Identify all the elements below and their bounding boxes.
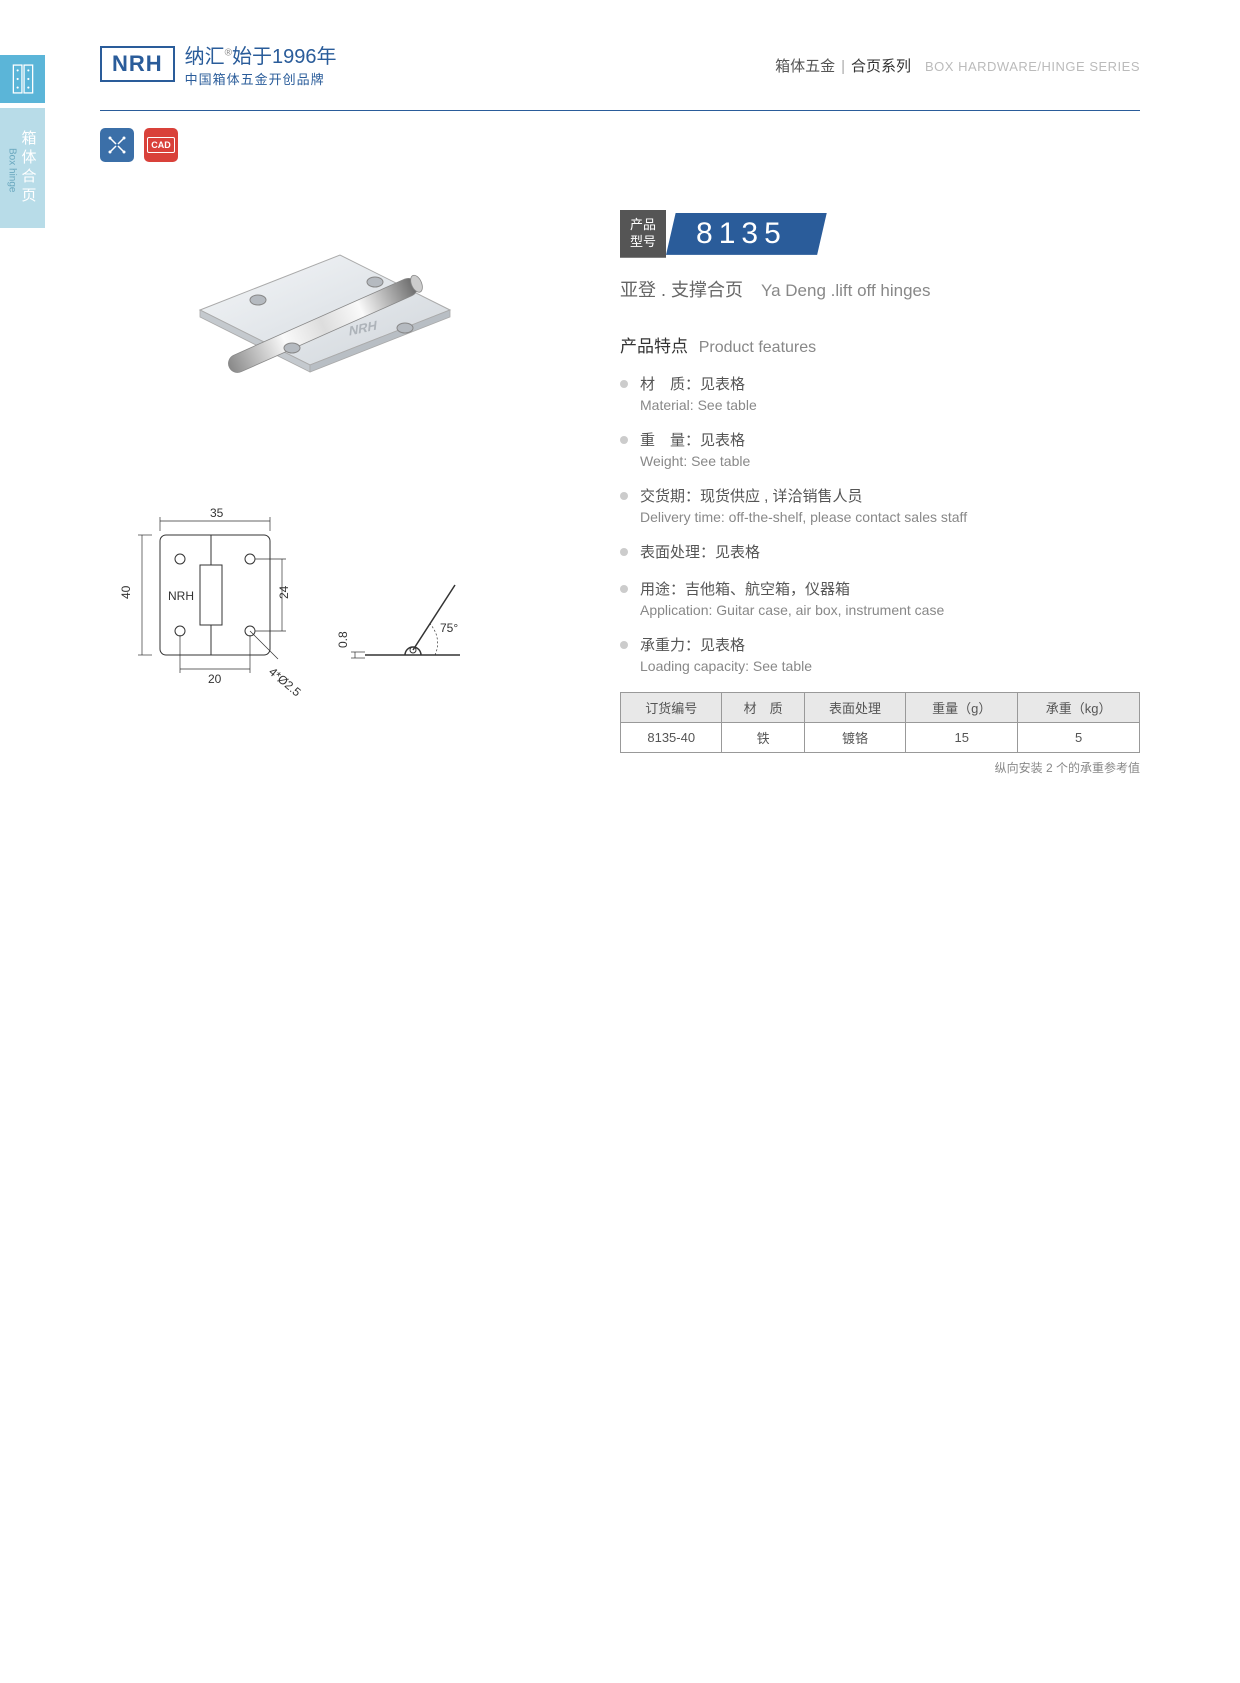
side-category-tab: 箱体合页 Box hinge (0, 108, 45, 228)
header-rule (100, 110, 1140, 111)
tools-icon[interactable] (100, 128, 134, 162)
technical-drawing: NRH 35 40 24 20 4*Ø2.5 (115, 500, 515, 700)
svg-text:0.8: 0.8 (336, 631, 350, 648)
svg-text:35: 35 (210, 506, 224, 520)
svg-text:24: 24 (277, 585, 291, 599)
feature-item: 重 量：见表格Weight: See table (620, 429, 1140, 469)
breadcrumb: 箱体五金|合页系列BOX HARDWARE/HINGE SERIES (775, 55, 1140, 76)
brand-tagline: 中国箱体五金开创品牌 (185, 69, 337, 88)
model-badge: 产品型号 8135 (620, 210, 1140, 258)
features-title: 产品特点 Product features (620, 332, 1140, 357)
page-header: NRH 纳汇®始于1996年 中国箱体五金开创品牌 箱体五金|合页系列BOX H… (100, 40, 1140, 100)
icon-row: CAD (100, 128, 178, 162)
feature-item: 材 质：见表格Material: See table (620, 373, 1140, 413)
product-info: 产品型号 8135 亚登 . 支撑合页Ya Deng .lift off hin… (620, 210, 1140, 776)
spec-table: 订货编号 材 质 表面处理 重量（g） 承重（kg） 8135-40 铁 镀铬 … (620, 692, 1140, 753)
logo-badge: NRH (100, 46, 175, 82)
svg-text:4*Ø2.5: 4*Ø2.5 (266, 665, 304, 700)
svg-text:NRH: NRH (168, 589, 194, 603)
feature-item: 用途：吉他箱、航空箱，仪器箱Application: Guitar case, … (620, 578, 1140, 618)
svg-text:40: 40 (119, 585, 133, 599)
side-label-cn: 箱体合页 (18, 130, 39, 206)
product-subtitle: 亚登 . 支撑合页Ya Deng .lift off hinges (620, 276, 1140, 302)
side-label-en: Box hinge (7, 148, 18, 192)
side-icon-tab (0, 55, 45, 103)
svg-text:20: 20 (208, 672, 222, 686)
table-row: 8135-40 铁 镀铬 15 5 (621, 722, 1140, 752)
svg-text:75°: 75° (440, 621, 458, 635)
cad-icon[interactable]: CAD (144, 128, 178, 162)
table-footnote: 纵向安装 2 个的承重参考值 (620, 759, 1140, 776)
model-label: 产品型号 (620, 210, 666, 258)
table-header-row: 订货编号 材 质 表面处理 重量（g） 承重（kg） (621, 692, 1140, 722)
product-image: NRH (140, 210, 500, 450)
feature-item: 承重力：见表格Loading capacity: See table (620, 634, 1140, 674)
features-list: 材 质：见表格Material: See table 重 量：见表格Weight… (620, 373, 1140, 674)
brand-name-row: 纳汇®始于1996年 (185, 40, 337, 69)
feature-item: 交货期：现货供应 , 详洽销售人员Delivery time: off-the-… (620, 485, 1140, 525)
feature-item: 表面处理：见表格 (620, 541, 1140, 562)
model-number: 8135 (666, 213, 827, 255)
